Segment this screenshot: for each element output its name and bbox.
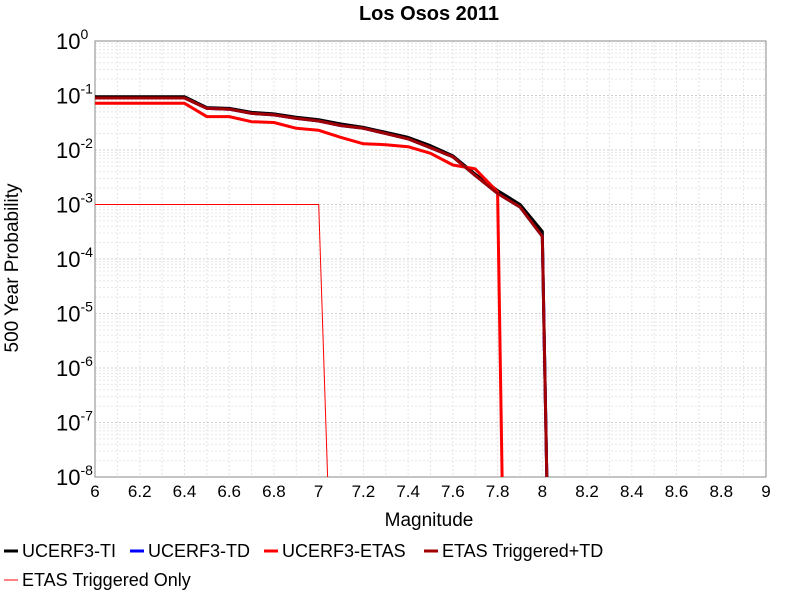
x-tick-label: 8.2 (575, 482, 599, 501)
x-tick-label: 7 (314, 482, 323, 501)
x-tick-label: 7.4 (396, 482, 420, 501)
series-lines (95, 95, 549, 478)
y-axis-label: 500 Year Probability (2, 183, 23, 353)
x-tick-label: 7.2 (352, 482, 376, 501)
plot-frame (94, 40, 767, 478)
x-tick-label: 8.4 (620, 482, 644, 501)
x-axis-label: Magnitude (385, 510, 474, 531)
legend: UCERF3-TI UCERF3-TD UCERF3-ETAS ETAS Trigge… (4, 541, 603, 590)
grid (94, 41, 767, 478)
x-tick-label: 7.8 (486, 482, 510, 501)
legend-label-etas-triggered-td: ETAS Triggered+TD (442, 541, 603, 561)
x-tick-label: 8 (538, 482, 547, 501)
chart-title: Los Osos 2011 (359, 3, 499, 25)
series-line-etas-triggered-td (95, 96, 549, 478)
x-tick-labels: 6 6.2 6.4 6.6 6.8 7 7.2 7.4 7.6 7.8 8 8.2 8.4 8.6 8.8 9 (90, 482, 770, 501)
x-tick-label: 6.4 (173, 482, 197, 501)
y-tick-label: 10-8 (56, 462, 93, 490)
series-line-etas-triggered-only (95, 204, 329, 478)
y-tick-label: 10-2 (56, 135, 93, 163)
legend-label-ucerf3-td: UCERF3-TD (148, 541, 250, 561)
x-tick-label: 7.6 (441, 482, 465, 501)
x-tick-label: 6.6 (217, 482, 241, 501)
y-tick-label: 100 (56, 26, 88, 54)
y-tick-label: 10-6 (56, 353, 93, 381)
x-tick-label: 9 (761, 482, 770, 501)
y-tick-label: 10-3 (56, 190, 93, 218)
y-tick-label: 10-1 (56, 81, 93, 109)
legend-label-etas-triggered-only: ETAS Triggered Only (22, 570, 191, 590)
y-tick-labels: 100 10-1 10-2 10-3 10-4 10-5 10-6 10-7 10-8 (56, 26, 93, 490)
y-tick-label: 10-5 (56, 299, 93, 327)
y-tick-label: 10-7 (56, 408, 93, 436)
y-tick-label: 10-4 (56, 244, 93, 272)
legend-label-ucerf3-ti: UCERF3-TI (22, 541, 116, 561)
x-tick-label: 6.8 (262, 482, 286, 501)
series-line-ucerf3-etas (95, 101, 504, 478)
x-tick-label: 8.6 (665, 482, 689, 501)
x-tick-label: 6 (90, 482, 99, 501)
x-tick-label: 6.2 (128, 482, 152, 501)
legend-label-ucerf3-etas: UCERF3-ETAS (282, 541, 406, 561)
x-tick-label: 8.8 (709, 482, 733, 501)
